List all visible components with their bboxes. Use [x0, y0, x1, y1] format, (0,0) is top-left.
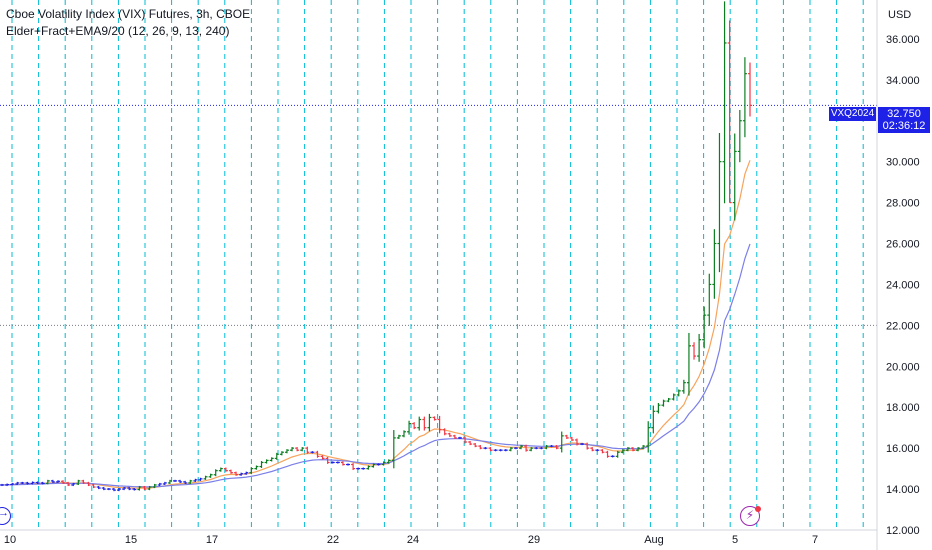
y-tick-label: 26.000	[886, 239, 920, 251]
horizontal-levels	[0, 104, 877, 326]
y-tick-label: 14.000	[886, 484, 920, 496]
x-tick-label: 24	[407, 534, 419, 546]
ema-fast-line	[1, 160, 751, 489]
x-tick-label: 5	[732, 534, 738, 546]
y-tick-label: 18.000	[886, 402, 920, 414]
currency-label[interactable]: USD	[888, 9, 912, 21]
price-axis[interactable]: 12.000 14.000 16.000 18.000 20.000 22.000 24.0…	[886, 34, 920, 537]
y-tick-label: 30.000	[886, 157, 920, 169]
indicator-label[interactable]: Elder+Fract+EMA9/20 (12, 26, 9, 13, 240)	[6, 24, 230, 38]
last-price-value: 32.750	[887, 108, 921, 120]
bar-countdown: 02:36:12	[882, 120, 926, 132]
x-tick-label: Aug	[644, 534, 664, 546]
y-tick-label: 22.000	[886, 320, 920, 332]
notification-dot	[755, 506, 761, 512]
time-axis[interactable]: 10 15 17 22 24 29 Aug 5 7	[4, 534, 818, 546]
y-tick-label: 12.000	[886, 525, 920, 537]
y-tick-label: 34.000	[886, 75, 920, 87]
chart-legend: Cboe Volatility Index (VIX) Futures, 3h,…	[6, 6, 250, 40]
y-tick-label: 16.000	[886, 443, 920, 455]
y-tick-label: 20.000	[886, 361, 920, 373]
symbol-badge: VXQ2024	[829, 107, 876, 121]
x-tick-label: 7	[812, 534, 818, 546]
y-tick-label: 24.000	[886, 279, 920, 291]
price-bars	[0, 1, 752, 492]
x-tick-label: 29	[528, 534, 540, 546]
last-price-badge: 32.750 02:36:12	[878, 107, 930, 133]
ema-slow-line	[1, 243, 751, 488]
ema-lines	[1, 160, 751, 489]
x-tick-label: 10	[4, 534, 16, 546]
x-tick-label: 22	[327, 534, 339, 546]
y-tick-label: 28.000	[886, 198, 920, 210]
x-tick-label: 15	[125, 534, 137, 546]
x-tick-label: 17	[206, 534, 218, 546]
session-lines	[11, 0, 864, 530]
y-tick-label: 36.000	[886, 34, 920, 46]
chart-title[interactable]: Cboe Volatility Index (VIX) Futures, 3h,…	[6, 7, 251, 21]
